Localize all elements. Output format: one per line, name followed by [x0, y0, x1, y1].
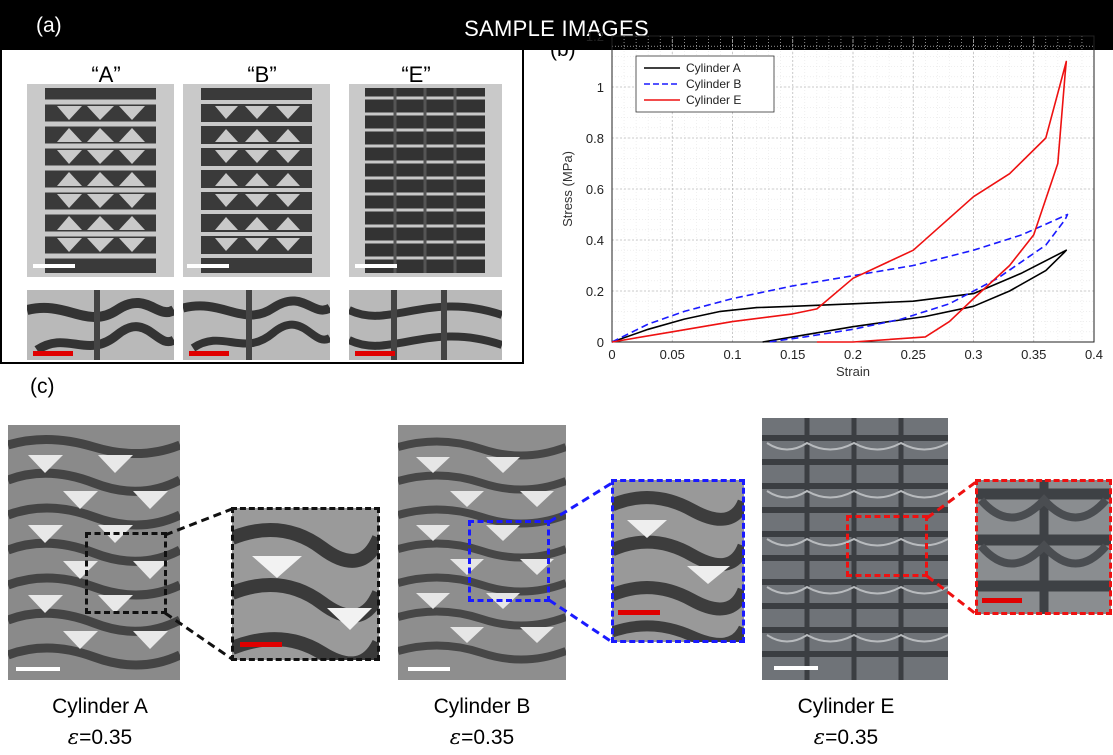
- sample-photo-b: [183, 84, 330, 277]
- sample-images-header: (a) SAMPLE IMAGES: [0, 0, 1113, 50]
- x-tick-label: 0.05: [660, 347, 685, 362]
- legend-entry: Cylinder A: [686, 61, 741, 75]
- zoom-region-e: [846, 515, 928, 577]
- cylinder-b-photo: [398, 425, 566, 680]
- sample-zoom-a: [27, 290, 174, 360]
- lattice-zoom-b-image: [183, 290, 330, 360]
- strain-value: =0.35: [825, 726, 879, 749]
- lattice-zoom-a-image: [27, 290, 174, 360]
- zoom-frame-b: [611, 479, 745, 643]
- sample-zoom-b: [183, 290, 330, 360]
- lattice-zoom-e-image: [349, 290, 502, 360]
- sample-zoom-e: [349, 290, 502, 360]
- cylinder-a-photo: [8, 425, 180, 680]
- zoom-connector-a: [164, 507, 233, 661]
- x-tick-label: 0.1: [723, 347, 741, 362]
- strain-symbol: ε: [813, 725, 826, 749]
- sample-label-a: “A”: [91, 62, 121, 87]
- cylinder-a-compressed-image: [8, 425, 180, 680]
- x-tick-label: 0: [608, 347, 615, 362]
- caption-cylinder-a: Cylinder A ε=0.35: [0, 692, 200, 753]
- y-axis-label: Stress (MPa): [560, 151, 575, 227]
- lattice-cylinder-a-image: [45, 88, 156, 273]
- strain-symbol: ε: [67, 725, 80, 749]
- scale-bar: [187, 264, 229, 268]
- caption-cylinder-e: Cylinder E ε=0.35: [746, 692, 946, 753]
- strain-value: =0.35: [461, 726, 515, 749]
- zoom-connector-b: [548, 481, 613, 644]
- zoom-frame-e: [975, 479, 1112, 615]
- scale-bar: [33, 264, 75, 268]
- sample-images-title: SAMPLE IMAGES: [464, 16, 649, 41]
- cylinder-a-zoom-image: [232, 508, 379, 660]
- scale-bar: [774, 666, 818, 670]
- x-tick-label: 0.2: [844, 347, 862, 362]
- x-tick-label: 0.25: [901, 347, 926, 362]
- x-tick-label: 0.15: [780, 347, 805, 362]
- x-tick-label: 0.3: [964, 347, 982, 362]
- cylinder-e-photo: [762, 418, 948, 680]
- chart-ticks: 0 0.05 0.1 0.15 0.2 0.25 0.3 0.35 0.4 0 0.2 0.4 0.6 0…: [586, 30, 1103, 362]
- series-line-1: [611, 249, 1068, 343]
- y-tick-label: 0: [597, 335, 604, 350]
- lattice-cylinder-b-image: [201, 88, 312, 273]
- scale-bar-red: [355, 351, 395, 356]
- zoom-region-a: [85, 532, 167, 614]
- legend-entry: Cylinder B: [686, 77, 741, 91]
- cylinder-e-compressed-image: [762, 418, 948, 680]
- legend-entry: Cylinder E: [686, 93, 741, 107]
- zoom-region-b: [468, 520, 550, 602]
- y-tick-label: 0.4: [586, 233, 604, 248]
- scale-bar-red: [33, 351, 73, 356]
- caption-name: Cylinder B: [433, 695, 531, 718]
- x-tick-label: 0.35: [1021, 347, 1046, 362]
- panel-c-tag: (c): [30, 375, 55, 398]
- x-axis-label: Strain: [836, 364, 870, 379]
- zoom-connector-e: [926, 480, 977, 616]
- lattice-cylinder-e-image: [365, 88, 485, 273]
- scale-bar-red: [240, 642, 282, 647]
- stress-strain-chart: 0 0.05 0.1 0.15 0.2 0.25 0.3 0.35 0.4 0 0.2 0.4 0.6 0…: [560, 30, 1103, 379]
- zoom-frame-a: [231, 507, 380, 661]
- strain-symbol: ε: [449, 725, 462, 749]
- y-tick-label: 0.8: [586, 131, 604, 146]
- scale-bar-red: [982, 598, 1022, 603]
- series-line-3: [611, 60, 1068, 343]
- sample-images-panel: (a) SAMPLE IMAGES “A” “B” “E”: [0, 0, 1113, 364]
- caption-name: Cylinder E: [797, 695, 895, 718]
- scale-bar: [16, 667, 60, 671]
- x-tick-label: 0.4: [1085, 347, 1103, 362]
- y-tick-label: 1: [597, 80, 604, 95]
- caption-cylinder-b: Cylinder B ε=0.35: [382, 692, 582, 753]
- sample-photo-a: [27, 84, 174, 277]
- y-tick-label: 0.6: [586, 182, 604, 197]
- chart-legend: Cylinder A Cylinder B Cylinder E: [635, 55, 775, 113]
- cylinder-b-zoom: [612, 480, 744, 642]
- scale-bar-red: [618, 610, 660, 615]
- sample-photo-e: [349, 84, 502, 277]
- strain-value: =0.35: [79, 726, 133, 749]
- panel-b-tag: (b): [550, 38, 576, 61]
- cylinder-b-zoom-image: [612, 480, 744, 642]
- series-line-2: [611, 213, 1069, 343]
- scale-bar: [355, 264, 397, 268]
- y-tick-label: 0.2: [586, 284, 604, 299]
- scale-bar: [408, 667, 450, 671]
- sample-label-b: “B”: [247, 62, 277, 87]
- caption-name: Cylinder A: [52, 695, 148, 718]
- cylinder-b-compressed-image: [398, 425, 566, 680]
- cylinder-e-zoom: [976, 480, 1111, 614]
- scale-bar-red: [189, 351, 229, 356]
- cylinder-e-zoom-image: [976, 480, 1111, 614]
- panel-a-tag: (a): [36, 14, 62, 37]
- y-tick-label: 1.2: [586, 30, 604, 44]
- cylinder-a-zoom: [232, 508, 379, 660]
- chart-series: [611, 60, 1069, 343]
- sample-label-e: “E”: [401, 62, 431, 87]
